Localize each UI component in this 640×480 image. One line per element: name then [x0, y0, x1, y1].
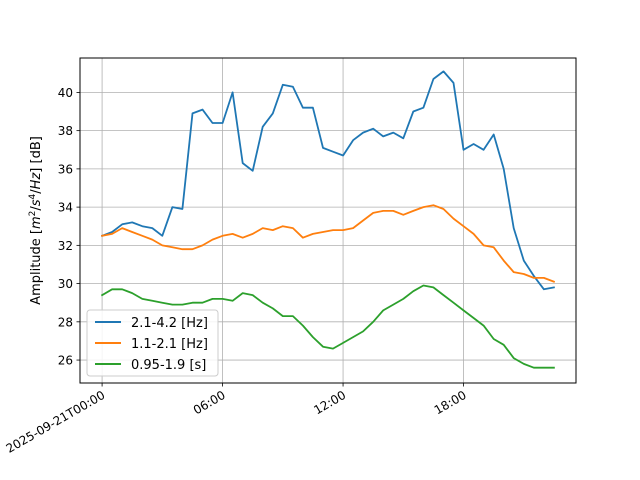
plot-frame: [79, 57, 577, 384]
y-tick-label: 30: [58, 277, 73, 291]
series-line-2: [101, 204, 556, 283]
legend-label-series-3: 0.95-1.9 [s]: [131, 358, 206, 373]
y-tick-label: 36: [58, 162, 73, 176]
legend-label-series-1: 2.1-4.2 [Hz]: [131, 316, 208, 331]
series-line-1: [100, 70, 555, 291]
y-tick-label: 34: [58, 201, 73, 215]
series-lines: [100, 70, 556, 369]
y-tick-label: 26: [58, 354, 73, 368]
y-tick-label: 38: [58, 124, 73, 138]
legend: 2.1-4.2 [Hz] 1.1-2.1 [Hz] 0.95-1.9 [s]: [86, 309, 219, 377]
legend-label-series-2: 1.1-2.1 [Hz]: [131, 337, 208, 352]
y-axis-ticks: 26 28 30 32 34 36 38 40: [58, 86, 80, 368]
series-line-3: [100, 284, 555, 369]
legend-box: [86, 309, 219, 377]
y-axis-label: Amplitude [m2/s4/Hz] [dB]: [28, 136, 44, 305]
y-tick-label: 32: [58, 239, 73, 253]
y-tick-label: 40: [58, 86, 73, 100]
y-tick-label: 28: [58, 315, 73, 329]
